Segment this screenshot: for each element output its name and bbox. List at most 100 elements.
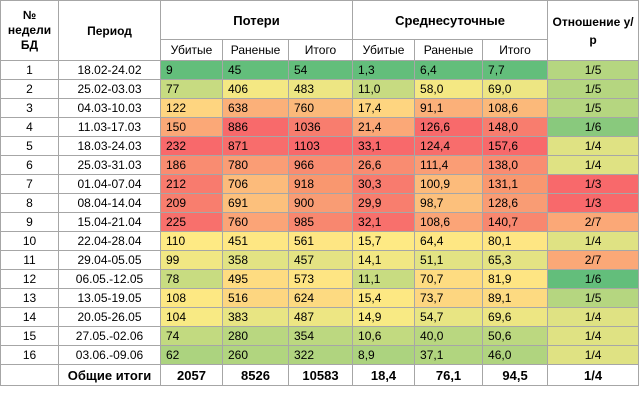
cell-week: 13	[0, 288, 59, 308]
cell-daily-wounded: 98,7	[414, 193, 484, 213]
header-week-no: № недели БД	[0, 0, 59, 61]
cell-period: 15.04-21.04	[58, 212, 161, 232]
cell-wounded: 358	[222, 250, 289, 270]
cell-daily-total: 131,1	[482, 174, 549, 194]
cell-killed: 104	[160, 307, 223, 327]
table-row: 8 08.04-14.04 209 691 900 29,9 98,7 128,6 1/3	[0, 193, 639, 213]
totals-ratio: 1/4	[547, 364, 639, 386]
cell-killed: 108	[160, 288, 223, 308]
totals-blank	[0, 364, 59, 386]
cell-daily-total: 108,6	[482, 98, 549, 118]
cell-wounded: 406	[222, 79, 289, 99]
cell-total: 1036	[287, 117, 354, 137]
cell-killed: 77	[160, 79, 223, 99]
header-ratio: Отношение у/р	[547, 0, 639, 61]
cell-killed: 225	[160, 212, 223, 232]
cell-wounded: 638	[222, 98, 289, 118]
cell-daily-wounded: 111,4	[414, 155, 484, 175]
cell-period: 18.03-24.03	[58, 136, 161, 156]
cell-killed: 99	[160, 250, 223, 270]
cell-period: 25.03-31.03	[58, 155, 161, 175]
cell-period: 06.05.-12.05	[58, 269, 161, 289]
table-row: 2 25.02-03.03 77 406 483 11,0 58,0 69,0 1/5	[0, 79, 639, 99]
cell-daily-killed: 33,1	[352, 136, 416, 156]
cell-wounded: 691	[222, 193, 289, 213]
cell-wounded: 886	[222, 117, 289, 137]
cell-total: 985	[287, 212, 354, 232]
cell-period: 18.02-24.02	[58, 60, 161, 80]
cell-wounded: 45	[222, 60, 289, 80]
cell-daily-killed: 10,6	[352, 326, 416, 346]
cell-killed: 110	[160, 231, 223, 251]
cell-wounded: 383	[222, 307, 289, 327]
cell-week: 6	[0, 155, 59, 175]
subheader-daily-total: Итого	[482, 39, 549, 61]
cell-daily-total: 7,7	[482, 60, 549, 80]
table-row: 3 04.03-10.03 122 638 760 17,4 91,1 108,6 1/5	[0, 98, 639, 118]
cell-ratio: 1/4	[547, 155, 639, 175]
cell-killed: 9	[160, 60, 223, 80]
table-row: 16 03.06.-09.06 62 260 322 8,9 37,1 46,0 1/4	[0, 345, 639, 365]
cell-wounded: 495	[222, 269, 289, 289]
cell-daily-total: 80,1	[482, 231, 549, 251]
cell-period: 27.05.-02.06	[58, 326, 161, 346]
cell-killed: 78	[160, 269, 223, 289]
cell-daily-wounded: 64,4	[414, 231, 484, 251]
cell-killed: 62	[160, 345, 223, 365]
cell-total: 624	[287, 288, 354, 308]
cell-daily-killed: 15,4	[352, 288, 416, 308]
subheader-wounded: Раненые	[222, 39, 289, 61]
cell-ratio: 2/7	[547, 212, 639, 232]
cell-daily-wounded: 40,0	[414, 326, 484, 346]
cell-daily-killed: 32,1	[352, 212, 416, 232]
cell-ratio: 1/4	[547, 307, 639, 327]
cell-wounded: 760	[222, 212, 289, 232]
cell-period: 04.03-10.03	[58, 98, 161, 118]
totals-row: Общие итоги 2057 8526 10583 18,4 76,1 94…	[0, 364, 639, 386]
cell-daily-wounded: 54,7	[414, 307, 484, 327]
cell-total: 354	[287, 326, 354, 346]
cell-daily-total: 140,7	[482, 212, 549, 232]
cell-ratio: 1/4	[547, 136, 639, 156]
cell-week: 7	[0, 174, 59, 194]
cell-daily-total: 50,6	[482, 326, 549, 346]
cell-daily-wounded: 51,1	[414, 250, 484, 270]
cell-week: 4	[0, 117, 59, 137]
cell-total: 966	[287, 155, 354, 175]
cell-week: 5	[0, 136, 59, 156]
table-row: 7 01.04-07.04 212 706 918 30,3 100,9 131,1 1/3	[0, 174, 639, 194]
cell-daily-total: 128,6	[482, 193, 549, 213]
cell-ratio: 1/5	[547, 60, 639, 80]
cell-ratio: 1/6	[547, 117, 639, 137]
cell-wounded: 780	[222, 155, 289, 175]
table-row: 11 29.04-05.05 99 358 457 14,1 51,1 65,3 2/7	[0, 250, 639, 270]
cell-period: 01.04-07.04	[58, 174, 161, 194]
cell-ratio: 1/5	[547, 98, 639, 118]
cell-total: 561	[287, 231, 354, 251]
cell-week: 1	[0, 60, 59, 80]
table-row: 14 20.05-26.05 104 383 487 14,9 54,7 69,6 1/4	[0, 307, 639, 327]
table-row: 9 15.04-21.04 225 760 985 32,1 108,6 140,7 2/7	[0, 212, 639, 232]
cell-daily-wounded: 70,7	[414, 269, 484, 289]
cell-total: 760	[287, 98, 354, 118]
cell-ratio: 1/4	[547, 231, 639, 251]
cell-daily-killed: 1,3	[352, 60, 416, 80]
subheader-daily-wounded: Раненые	[414, 39, 484, 61]
cell-daily-killed: 17,4	[352, 98, 416, 118]
cell-daily-total: 46,0	[482, 345, 549, 365]
table-row: 10 22.04-28.04 110 451 561 15,7 64,4 80,1 1/4	[0, 231, 639, 251]
cell-wounded: 706	[222, 174, 289, 194]
cell-daily-killed: 29,9	[352, 193, 416, 213]
cell-daily-wounded: 108,6	[414, 212, 484, 232]
cell-week: 3	[0, 98, 59, 118]
subheader-daily-killed: Убитые	[352, 39, 416, 61]
cell-daily-total: 69,0	[482, 79, 549, 99]
header-period: Период	[58, 0, 161, 61]
table-row: 1 18.02-24.02 9 45 54 1,3 6,4 7,7 1/5	[0, 60, 639, 80]
cell-period: 03.06.-09.06	[58, 345, 161, 365]
cell-daily-killed: 8,9	[352, 345, 416, 365]
totals-daily-killed: 18,4	[352, 364, 416, 386]
cell-killed: 122	[160, 98, 223, 118]
losses-table: № недели БД Период Потери Среднесуточные…	[0, 0, 639, 386]
cell-daily-total: 89,1	[482, 288, 549, 308]
